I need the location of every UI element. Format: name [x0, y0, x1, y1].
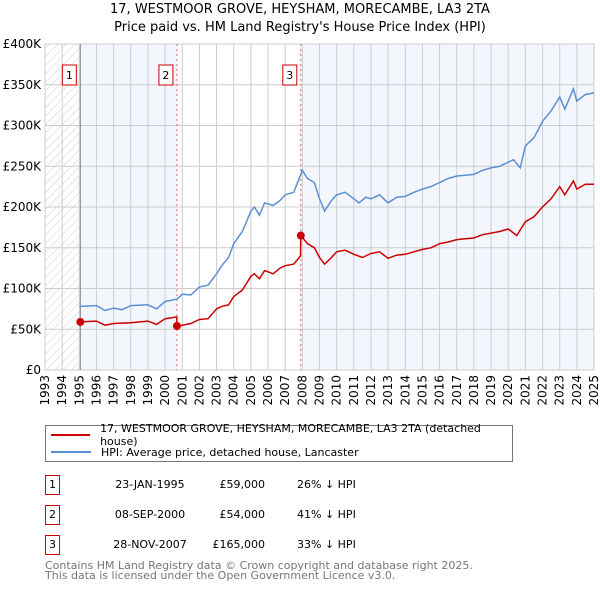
sale-row: 1 23-JAN-1995 £59,000 26% ↓ HPI [45, 475, 445, 495]
sale-number: 3 [45, 535, 60, 555]
x-tick-label: 2006 [261, 375, 275, 406]
sale-point [296, 231, 305, 240]
y-tick-label: £100K [3, 282, 43, 296]
x-tick-label: 2012 [364, 375, 378, 406]
sale-label-box [158, 64, 174, 86]
sale-point [172, 321, 181, 330]
x-tick-label: 1998 [124, 375, 138, 406]
sale-label-number: 2 [162, 69, 169, 82]
y-tick-label: £200K [3, 200, 43, 214]
chart-title: 17, WESTMOOR GROVE, HEYSHAM, MORECAMBE, … [110, 2, 490, 17]
chart-subtitle: Price paid vs. HM Land Registry's House … [114, 20, 486, 35]
y-tick-label: £150K [3, 241, 43, 255]
sale-label-number: 1 [66, 69, 73, 82]
sale-label-box [282, 64, 298, 86]
price-chart: £0 £50K £100K £150K £200K £250K £300K £350K £400… [3, 37, 600, 406]
sale-hpi-diff: 41% ↓ HPI [297, 508, 356, 521]
hpi-line-swatch [51, 451, 91, 453]
y-tick-label: £250K [3, 159, 43, 173]
sale-row: 2 08-SEP-2000 £54,000 41% ↓ HPI [45, 505, 445, 525]
x-tick-label: 2002 [192, 375, 206, 406]
x-tick-label: 2000 [158, 375, 172, 406]
sale-hpi-diff: 33% ↓ HPI [297, 538, 356, 551]
x-tick-label: 2021 [518, 375, 532, 406]
sale-date: 08-SEP-2000 [114, 508, 186, 521]
x-tick-label: 1999 [141, 375, 155, 406]
x-tick-label: 2022 [536, 375, 550, 406]
legend-property: 17, WESTMOOR GROVE, HEYSHAM, MORECAMBE, … [100, 422, 481, 448]
legend: 17, WESTMOOR GROVE, HEYSHAM, MORECAMBE, … [45, 422, 513, 462]
x-tick-label: 2024 [570, 375, 584, 406]
x-tick-label: 2007 [278, 375, 292, 406]
sale-price: £59,000 [219, 478, 266, 491]
y-tick-label: £400K [3, 37, 43, 51]
legend-hpi: HPI: Average price, detached house, Lanc… [101, 445, 359, 459]
x-tick-label: 2005 [244, 375, 258, 406]
sale-label-number: 3 [286, 69, 293, 82]
sale-hpi-diff: 26% ↓ HPI [297, 478, 356, 491]
x-tick-label: 2003 [210, 375, 224, 406]
property-line-swatch [51, 434, 91, 436]
sale-price: £54,000 [219, 508, 266, 521]
x-tick-label: 2023 [553, 375, 567, 406]
sale-point [76, 317, 85, 326]
x-tick-label: 1997 [107, 375, 121, 406]
sale-date: 23-JAN-1995 [115, 478, 185, 491]
x-tick-label: 2025 [587, 375, 600, 406]
sale-row: 3 28-NOV-2007 £165,000 33% ↓ HPI [45, 535, 445, 555]
x-tick-label: 2015 [415, 375, 429, 406]
x-tick-label: 1994 [55, 375, 69, 406]
x-tick-label: 1996 [89, 375, 103, 406]
sale-date: 28-NOV-2007 [113, 538, 187, 551]
sale-price: £165,000 [212, 538, 266, 551]
x-tick-label: 2010 [330, 375, 344, 406]
x-tick-label: 2016 [433, 375, 447, 406]
x-tick-label: 2008 [295, 375, 309, 406]
y-tick-label: £0 [26, 363, 41, 377]
sale-label-box [61, 64, 77, 86]
y-tick-label: £50K [10, 322, 42, 336]
footer-copyright: Contains HM Land Registry data © Crown c… [45, 559, 473, 572]
y-tick-label: £350K [3, 78, 43, 92]
x-tick-label: 2011 [347, 375, 361, 406]
x-tick-label: 2020 [501, 375, 515, 406]
x-tick-label: 1993 [38, 375, 52, 406]
x-tick-label: 2017 [450, 375, 464, 406]
x-tick-label: 2014 [398, 375, 412, 406]
sale-number: 2 [45, 505, 60, 525]
hpi-line [79, 86, 595, 312]
property-price-line [80, 179, 594, 327]
x-tick-label: 2019 [484, 375, 498, 406]
plot-border [44, 43, 595, 371]
x-tick-label: 2013 [381, 375, 395, 406]
y-tick-label: £300K [3, 119, 43, 133]
x-tick-label: 2009 [313, 375, 327, 406]
footer-licence: This data is licensed under the Open Gov… [45, 569, 396, 582]
x-tick-label: 2001 [175, 375, 189, 406]
x-tick-label: 2018 [467, 375, 481, 406]
x-tick-label: 2004 [227, 375, 241, 406]
sale-number: 1 [45, 475, 60, 495]
x-tick-label: 1995 [72, 375, 86, 406]
